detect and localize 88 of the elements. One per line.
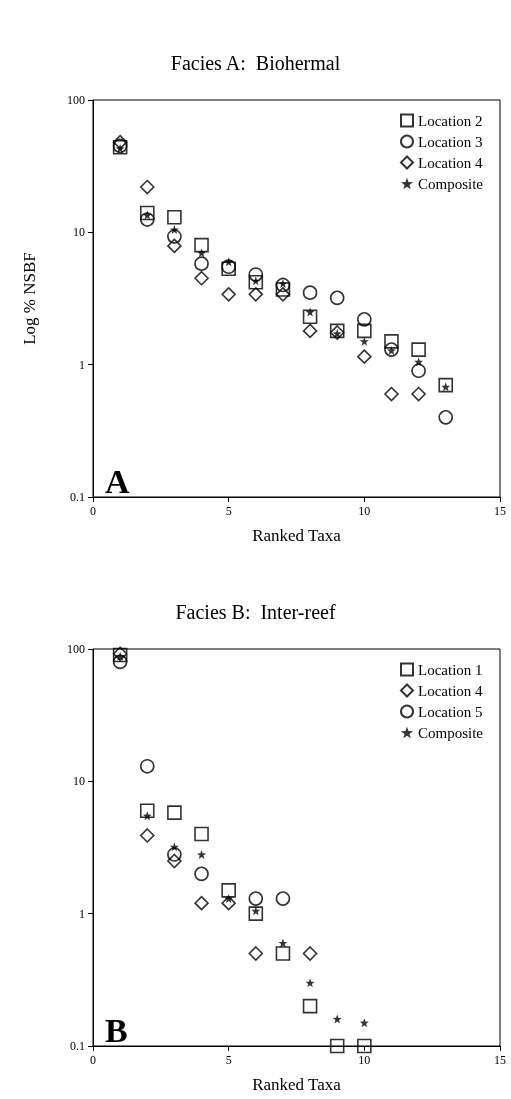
point <box>167 847 182 862</box>
point <box>438 377 454 393</box>
point <box>167 238 182 254</box>
point <box>411 363 426 379</box>
point <box>275 891 291 906</box>
x-tick-label: 0 <box>90 504 96 518</box>
legend-label: Composite <box>418 724 484 741</box>
point <box>329 1038 345 1054</box>
y-tick-label: 1 <box>79 906 85 921</box>
x-tick-label: 15 <box>494 504 506 518</box>
x-tick-label: 15 <box>494 1053 506 1067</box>
point <box>278 938 288 948</box>
legend-label: Location 4 <box>418 682 484 699</box>
x-tick-label: 5 <box>225 504 232 518</box>
point <box>357 349 372 364</box>
point <box>194 256 209 271</box>
point <box>384 334 399 349</box>
point <box>438 410 454 425</box>
point <box>275 277 291 293</box>
point <box>221 883 236 898</box>
point <box>275 287 291 302</box>
y-tick-label: 10 <box>73 225 85 240</box>
point <box>248 906 264 921</box>
point <box>167 209 182 225</box>
x-tick-label: 5 <box>225 1053 232 1067</box>
point <box>221 287 236 302</box>
point <box>194 237 209 253</box>
point <box>169 225 179 235</box>
legend-label: Location 5 <box>418 703 483 720</box>
point <box>302 285 318 300</box>
x-axis-title: Ranked Taxa <box>252 1075 342 1094</box>
point <box>248 267 264 282</box>
point <box>139 828 155 843</box>
point <box>275 282 291 297</box>
point <box>221 895 236 911</box>
point <box>414 357 424 367</box>
point <box>248 946 264 961</box>
y-tick-label: 100 <box>67 93 85 107</box>
point <box>139 803 155 818</box>
point <box>357 312 372 327</box>
point <box>332 1014 342 1024</box>
point <box>359 336 369 346</box>
x-tick-label: 10 <box>358 1053 371 1067</box>
legend-label: Location 1 <box>418 661 483 678</box>
point <box>248 891 264 906</box>
point <box>112 134 128 150</box>
point <box>248 287 264 302</box>
point <box>357 1038 372 1054</box>
x-tick-label: 0 <box>90 1053 96 1067</box>
point <box>167 229 182 244</box>
legend-label: Location 3 <box>418 133 483 150</box>
point <box>329 290 345 306</box>
y-axis-title: Log % NSBF <box>20 252 39 345</box>
point <box>302 323 318 339</box>
legend-label: Location 4 <box>418 154 484 171</box>
chart-title: Facies A: Biohermal <box>170 52 341 74</box>
y-tick-label: 1 <box>79 357 85 372</box>
y-tick-label: 10 <box>73 774 85 789</box>
point <box>194 895 209 911</box>
point <box>248 274 264 290</box>
point <box>169 842 179 852</box>
x-tick-label: 10 <box>358 504 371 518</box>
y-tick-label: 100 <box>67 642 85 656</box>
point <box>167 853 182 869</box>
point <box>194 270 209 286</box>
point <box>197 849 207 859</box>
annotation: A <box>105 462 130 500</box>
point <box>112 654 128 670</box>
y-tick-label: 0.1 <box>70 1039 85 1053</box>
point <box>139 758 155 774</box>
point <box>139 179 155 195</box>
point <box>275 946 291 961</box>
point <box>194 866 209 882</box>
point <box>139 205 155 221</box>
point <box>302 998 318 1014</box>
point <box>411 342 426 357</box>
point <box>194 826 209 842</box>
legend-label: Location 2 <box>418 112 483 129</box>
x-axis-title: Ranked Taxa <box>252 526 342 545</box>
point <box>139 212 155 227</box>
chart-title: Facies B: Inter-reef <box>175 601 336 623</box>
point <box>357 323 372 339</box>
legend-label: Composite <box>418 175 484 192</box>
point <box>167 805 182 820</box>
y-tick-label: 0.1 <box>70 490 85 504</box>
annotation: B <box>105 1011 128 1049</box>
point <box>302 309 318 325</box>
point <box>197 248 207 258</box>
